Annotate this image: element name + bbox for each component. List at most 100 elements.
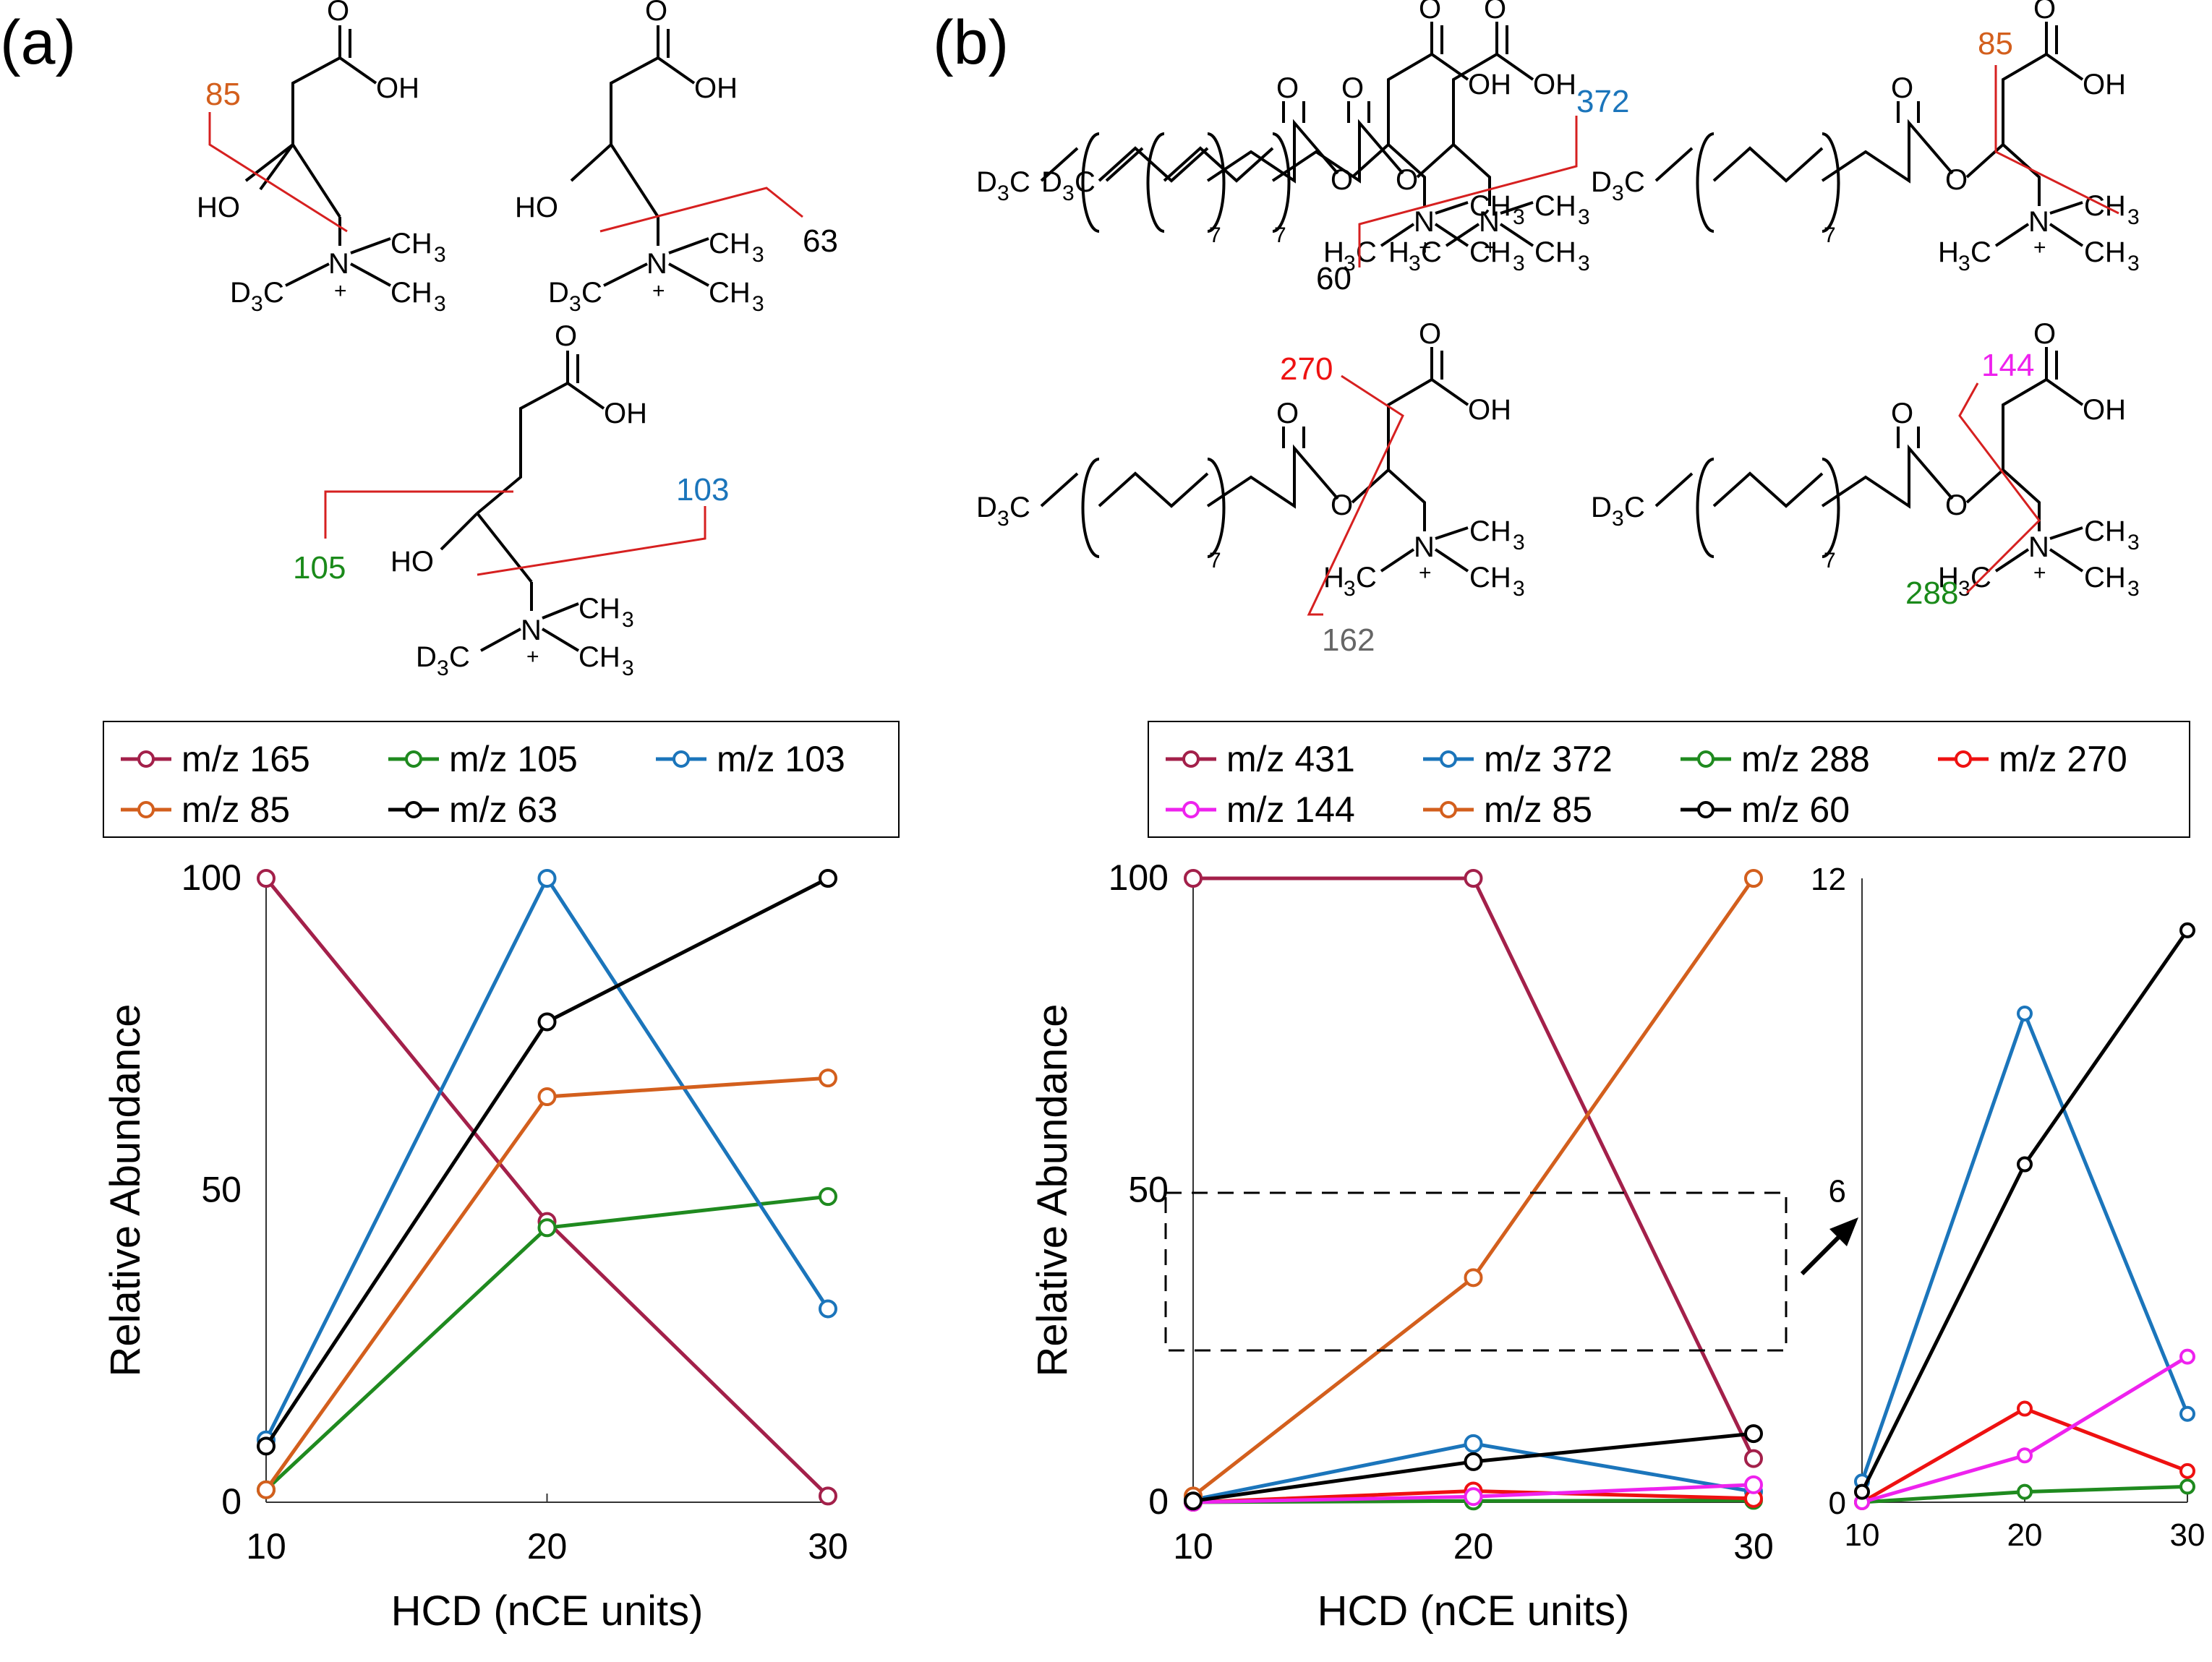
legend-marker-m-z-85 bbox=[137, 801, 155, 818]
subscript-3: 3 bbox=[251, 292, 263, 316]
x-tick-label: 10 bbox=[1845, 1517, 1880, 1553]
fragment-label-105: 105 bbox=[293, 550, 346, 586]
y-tick-label: 50 bbox=[201, 1170, 242, 1210]
subscript-3: 3 bbox=[622, 656, 634, 680]
y-tick-label: 0 bbox=[1148, 1481, 1169, 1522]
data-point-m-z-60 bbox=[1184, 1491, 1203, 1511]
data-point-m-z-431 bbox=[1464, 869, 1483, 888]
series-line-m-z-85 bbox=[1192, 877, 1756, 1498]
subscript-3: 3 bbox=[434, 243, 446, 267]
fragment-label-144: 144 bbox=[1981, 348, 2034, 383]
data-point-m-z-165 bbox=[257, 869, 276, 888]
legend-marker-m-z-165 bbox=[137, 750, 155, 768]
subscript-3: 3 bbox=[434, 292, 446, 316]
data-point-m-z-288 bbox=[2017, 1483, 2033, 1500]
legend-label-m-z-105: m/z 105 bbox=[449, 739, 578, 779]
structure-a3 bbox=[440, 351, 605, 652]
legend-label-m-z-288: m/z 288 bbox=[1741, 739, 1870, 779]
fragment-label-103: 103 bbox=[676, 472, 729, 507]
subscript-3: 3 bbox=[569, 292, 581, 316]
y-tick-label: 100 bbox=[182, 857, 242, 898]
cleavage-lines-a bbox=[208, 112, 803, 576]
data-point-m-z-144 bbox=[1464, 1487, 1483, 1507]
series-line-m-z-165 bbox=[265, 877, 829, 1498]
data-point-m-z-63 bbox=[537, 1012, 557, 1032]
legend-box bbox=[103, 721, 900, 838]
legend-marker-m-z-372 bbox=[1440, 750, 1457, 768]
fragment-label-85: 85 bbox=[205, 77, 241, 112]
panel-label-b: (b) bbox=[933, 8, 1009, 77]
atom-o: O bbox=[645, 0, 667, 27]
y-tick-label: 0 bbox=[221, 1481, 242, 1522]
legend-marker-m-z-144 bbox=[1182, 801, 1200, 818]
series-line-m-z-103 bbox=[264, 874, 830, 1441]
data-point-m-z-144 bbox=[2179, 1348, 2195, 1365]
data-point-m-z-85 bbox=[537, 1087, 557, 1107]
atom-oh: OH bbox=[604, 398, 647, 429]
group-d3c-d: D bbox=[230, 277, 251, 309]
series-line-m-z-105 bbox=[265, 1194, 829, 1491]
data-point-m-z-60 bbox=[1854, 1483, 1870, 1500]
structure-b2 bbox=[1654, 20, 2084, 247]
atom-o: O bbox=[327, 0, 349, 27]
y-axis-label: Relative Abundance bbox=[102, 1004, 149, 1377]
group-d3c-c: C bbox=[581, 277, 602, 309]
atom-o: O bbox=[555, 320, 577, 352]
legend-label-m-z-63: m/z 63 bbox=[449, 789, 558, 830]
group-ch3: CH bbox=[1534, 236, 1576, 268]
fragment-label-270: 270 bbox=[1280, 351, 1333, 387]
structure-a2 bbox=[570, 25, 709, 287]
subscript-3: 3 bbox=[622, 608, 634, 632]
group-d3c-c: C bbox=[1075, 166, 1096, 198]
group-d3c-d: D bbox=[1041, 166, 1062, 198]
legend-marker-m-z-288 bbox=[1697, 750, 1714, 768]
atom-oh: OH bbox=[694, 72, 738, 104]
group-ch3: CH bbox=[709, 277, 751, 309]
x-tick-label: 20 bbox=[2007, 1517, 2043, 1553]
panel-label-a: (a) bbox=[0, 8, 76, 77]
data-point-m-z-431 bbox=[1744, 1449, 1763, 1468]
data-point-m-z-288 bbox=[2179, 1478, 2195, 1495]
data-point-m-z-85 bbox=[819, 1068, 837, 1088]
atom-o: O bbox=[1484, 0, 1506, 25]
atom-oh: OH bbox=[376, 72, 419, 104]
data-point-m-z-165 bbox=[819, 1486, 837, 1506]
fragment-label-162: 162 bbox=[1322, 622, 1375, 658]
x-tick-label: 10 bbox=[1173, 1526, 1213, 1567]
data-point-m-z-270 bbox=[2179, 1462, 2195, 1479]
group-d3c-c: C bbox=[449, 641, 470, 673]
atom-n: N bbox=[328, 248, 349, 280]
legend-marker-m-z-63 bbox=[405, 801, 422, 818]
legend-label-m-z-85: m/z 85 bbox=[1484, 789, 1592, 830]
group-ch3: CH bbox=[578, 641, 620, 673]
group-d3c-c: C bbox=[263, 277, 284, 309]
data-point-m-z-85 bbox=[1464, 1268, 1483, 1288]
y-tick-label: 0 bbox=[1829, 1486, 1846, 1521]
y-tick-label: 12 bbox=[1811, 862, 1846, 897]
charge-plus: + bbox=[526, 645, 539, 669]
data-point-m-z-85 bbox=[1744, 869, 1763, 888]
charge-plus: + bbox=[652, 279, 665, 303]
group-ch3: CH bbox=[578, 593, 620, 625]
data-point-m-z-60 bbox=[1464, 1452, 1483, 1471]
atom-o: O bbox=[1341, 72, 1364, 104]
legend-label-m-z-103: m/z 103 bbox=[717, 739, 845, 779]
legend-marker-m-z-85 bbox=[1440, 801, 1457, 818]
data-point-m-z-105 bbox=[819, 1187, 837, 1207]
group-d3c-d: D bbox=[548, 277, 569, 309]
legend-label-m-z-431: m/z 431 bbox=[1226, 739, 1355, 779]
data-point-m-z-144 bbox=[2017, 1447, 2033, 1464]
subscript-7: 7 bbox=[1274, 223, 1286, 247]
data-point-m-z-60 bbox=[2179, 922, 2195, 938]
series-line-m-z-85 bbox=[264, 1076, 829, 1491]
atom-oh: OH bbox=[1533, 69, 1576, 100]
subscript-3: 3 bbox=[1062, 181, 1075, 205]
subscript-3: 3 bbox=[437, 656, 449, 680]
atom-ho: HO bbox=[197, 192, 240, 223]
subscript-3: 3 bbox=[1409, 252, 1421, 275]
group-ch3: CH bbox=[1534, 190, 1576, 222]
atom-n: N bbox=[521, 614, 542, 646]
group-ch3: CH bbox=[390, 228, 432, 260]
x-tick-label: 10 bbox=[246, 1526, 286, 1567]
